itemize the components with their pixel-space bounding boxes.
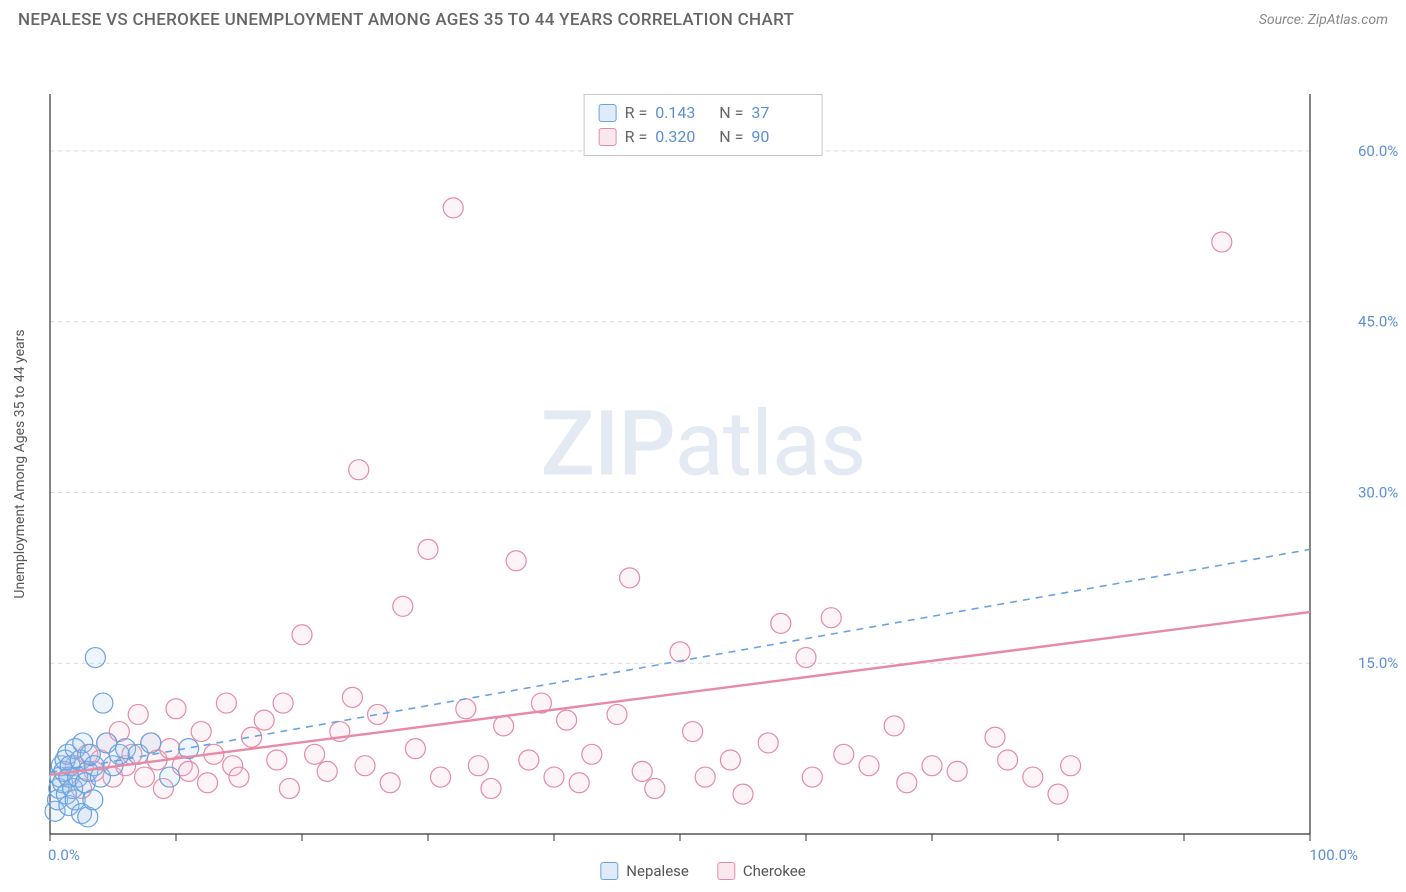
svg-text:30.0%: 30.0% (1358, 483, 1398, 501)
svg-text:0.0%: 0.0% (48, 846, 80, 864)
legend-row-cherokee: R = 0.320 N = 90 (599, 125, 808, 149)
legend-r-value-cherokee: 0.320 (655, 125, 711, 149)
series-legend-label: Cherokee (743, 862, 806, 880)
legend-swatch-cherokee (599, 128, 617, 146)
source-label: Source: ZipAtlas.com (1259, 12, 1388, 28)
legend-r-value-nepalese: 0.143 (655, 101, 711, 125)
legend-swatch-icon (600, 862, 618, 880)
legend-n-label: N = (719, 101, 743, 125)
scatter-chart: 15.0% 30.0% 45.0% 60.0% 0.0% 100.0% Unemployme… (0, 36, 1406, 886)
svg-text:100.0%: 100.0% (1309, 846, 1358, 864)
legend-n-label: N = (719, 125, 743, 149)
legend-r-label: R = (625, 125, 648, 149)
title-bar: NEPALESE VS CHEROKEE UNEMPLOYMENT AMONG … (0, 0, 1406, 36)
legend-swatch-icon (717, 862, 735, 880)
legend-n-value-nepalese: 37 (751, 101, 807, 125)
series-legend-nepalese: Nepalese (600, 862, 689, 880)
legend-row-nepalese: R = 0.143 N = 37 (599, 101, 808, 125)
series-legend: Nepalese Cherokee (600, 862, 805, 880)
legend-n-value-cherokee: 90 (751, 125, 807, 149)
series-legend-label: Nepalese (626, 862, 689, 880)
chart-area: ZIPatlas 15.0%30.0%45.0%60.0%0.0%100.0%U… (0, 36, 1406, 886)
svg-text:15.0%: 15.0% (1358, 654, 1398, 672)
svg-text:60.0%: 60.0% (1358, 142, 1398, 160)
chart-title: NEPALESE VS CHEROKEE UNEMPLOYMENT AMONG … (18, 10, 794, 30)
series-legend-cherokee: Cherokee (717, 862, 806, 880)
correlation-legend: R = 0.143 N = 37 R = 0.320 N = 90 (584, 94, 823, 156)
svg-text:45.0%: 45.0% (1358, 313, 1398, 331)
svg-text:Unemployment Among Ages 35 to: Unemployment Among Ages 35 to 44 years (12, 329, 28, 598)
legend-r-label: R = (625, 101, 648, 125)
legend-swatch-nepalese (599, 104, 617, 122)
